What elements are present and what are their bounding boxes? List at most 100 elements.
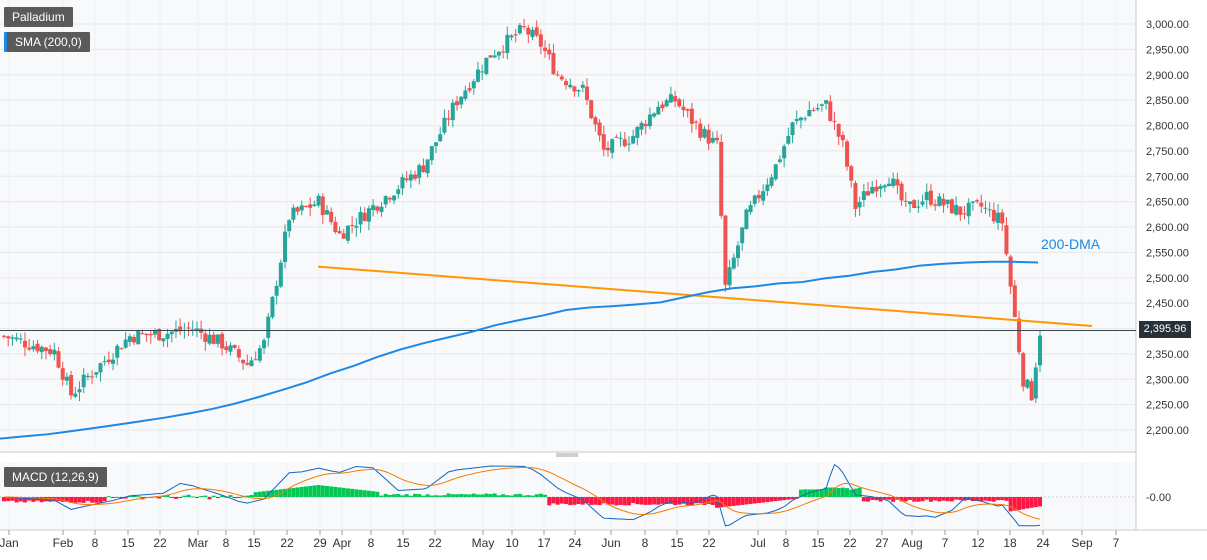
macd-histogram-bar <box>320 485 325 497</box>
macd-histogram-bar <box>190 496 195 498</box>
x-tick-label: 8 <box>642 536 649 550</box>
macd-histogram-bar <box>777 497 782 501</box>
candle-body <box>941 198 946 206</box>
macd-histogram-bar <box>1033 497 1038 508</box>
macd-histogram-bar <box>882 497 887 500</box>
macd-histogram-bar <box>303 486 308 497</box>
macd-histogram-bar <box>18 497 23 502</box>
main-plot-area[interactable] <box>0 0 1136 452</box>
macd-histogram-bar <box>1025 497 1030 509</box>
candle-body <box>375 206 380 211</box>
x-tick-label: 7 <box>942 536 949 550</box>
macd-histogram-bar <box>551 497 556 504</box>
candle-body <box>731 257 736 269</box>
macd-histogram-bar <box>220 495 225 497</box>
macd-histogram-bar <box>450 494 455 497</box>
candle-body <box>56 351 61 368</box>
macd-histogram-bar <box>186 494 191 497</box>
candle-body <box>140 333 145 335</box>
x-tick-label: Mar <box>188 536 209 550</box>
sma-tag[interactable]: SMA (200,0) <box>4 32 90 52</box>
y-tick-label: 2,900.00 <box>1146 70 1189 82</box>
macd-histogram-bar <box>572 497 577 505</box>
candle-body <box>132 336 137 343</box>
macd-histogram-bar <box>178 497 183 498</box>
macd-histogram-bar <box>706 497 711 505</box>
candle-body <box>899 183 904 201</box>
macd-histogram-bar <box>157 497 162 499</box>
candle-body <box>215 334 220 344</box>
macd-histogram-bar <box>6 497 11 502</box>
candle-body <box>278 262 283 287</box>
macd-histogram-bar <box>861 497 866 502</box>
macd-histogram-bar <box>987 497 992 502</box>
y-tick-label: 2,850.00 <box>1146 95 1189 107</box>
candle-body <box>840 135 845 141</box>
macd-histogram-bar <box>14 497 19 503</box>
macd-histogram-bar <box>610 497 615 505</box>
candle-body <box>417 165 422 178</box>
candle-body <box>333 221 338 232</box>
candle-body <box>1008 256 1013 287</box>
candle-body <box>618 137 623 139</box>
trend-line[interactable] <box>317 265 1093 327</box>
candle-body <box>664 100 669 107</box>
candle-body <box>597 122 602 136</box>
candle-body <box>513 34 518 36</box>
macd-histogram-bar <box>115 496 120 498</box>
macd-histogram-bar <box>463 494 468 497</box>
candle-body <box>446 118 451 120</box>
macd-histogram-bar <box>798 489 803 497</box>
candle-body <box>18 338 23 340</box>
macd-histogram-bar <box>836 488 841 497</box>
macd-line <box>3 463 1041 527</box>
macd-histogram-bar <box>970 497 975 502</box>
x-tick-label: 15 <box>811 536 825 550</box>
macd-histogram-bar <box>564 497 569 504</box>
macd-histogram-bar <box>975 497 980 501</box>
candle-body <box>517 25 522 34</box>
sma-line[interactable] <box>0 260 1039 440</box>
macd-histogram-bar <box>555 497 560 505</box>
macd-tag[interactable]: MACD (12,26,9) <box>4 467 107 487</box>
candle-body <box>404 178 409 181</box>
x-tick-label: 8 <box>92 536 99 550</box>
candle-body <box>756 194 761 199</box>
candle-body <box>861 191 866 200</box>
x-tick-label: 15 <box>396 536 410 550</box>
macd-histogram-bar <box>748 497 753 504</box>
candle-body <box>10 337 15 339</box>
x-tick-label: 24 <box>568 536 582 550</box>
instrument-tag[interactable]: Palladium <box>4 7 73 27</box>
macd-histogram-bar <box>828 487 833 497</box>
candle-body <box>475 69 480 82</box>
candle-body <box>836 124 841 137</box>
macd-histogram-bar <box>421 495 426 497</box>
candle-body <box>413 174 418 179</box>
y-tick-label: 2,800.00 <box>1146 121 1189 133</box>
macd-histogram-bar <box>991 497 996 502</box>
candle-body <box>157 328 162 341</box>
candle-body <box>622 139 627 147</box>
macd-histogram-bar <box>660 497 665 504</box>
macd-plot-area[interactable] <box>0 462 1136 529</box>
candle-body <box>1017 318 1022 353</box>
x-tick-label: Jul <box>750 536 765 550</box>
candle-body <box>408 174 413 181</box>
macd-histogram-bar <box>685 497 690 506</box>
candle-body <box>744 209 749 230</box>
macd-histogram-bar <box>408 495 413 497</box>
candle-body <box>324 210 329 215</box>
macd-histogram-bar <box>1012 497 1017 511</box>
candle-body <box>48 349 53 355</box>
pane-resize-handle[interactable] <box>556 453 578 457</box>
macd-histogram-bar <box>123 497 128 499</box>
macd-histogram-bar <box>928 497 933 502</box>
x-tick-label: 22 <box>153 536 167 550</box>
candle-body <box>295 207 300 212</box>
macd-histogram-bar <box>601 497 606 504</box>
macd-histogram-bar <box>635 497 640 505</box>
macd-histogram-bar <box>547 497 552 506</box>
candle-body <box>798 117 803 121</box>
